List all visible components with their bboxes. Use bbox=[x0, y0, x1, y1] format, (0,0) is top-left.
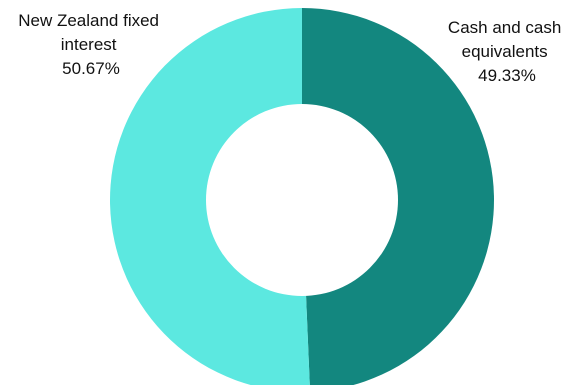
slice-label-nz-fixed-interest-line-2: interest bbox=[61, 35, 117, 54]
slice-label-cash-value: 49.33% bbox=[478, 66, 536, 85]
donut-slice-cash-and-cash-equivalents bbox=[302, 8, 494, 385]
slice-label-cash-line-2: equivalents bbox=[462, 42, 548, 61]
slice-label-nz-fixed-interest: New Zealand fixed interest 50.67% bbox=[18, 11, 164, 78]
slice-label-cash-line-1: Cash and cash bbox=[448, 18, 561, 37]
slice-label-nz-fixed-interest-value: 50.67% bbox=[62, 59, 120, 78]
donut-hole bbox=[206, 104, 398, 296]
slice-label-nz-fixed-interest-line-1: New Zealand fixed bbox=[18, 11, 159, 30]
slice-label-cash: Cash and cash equivalents 49.33% bbox=[448, 18, 566, 85]
